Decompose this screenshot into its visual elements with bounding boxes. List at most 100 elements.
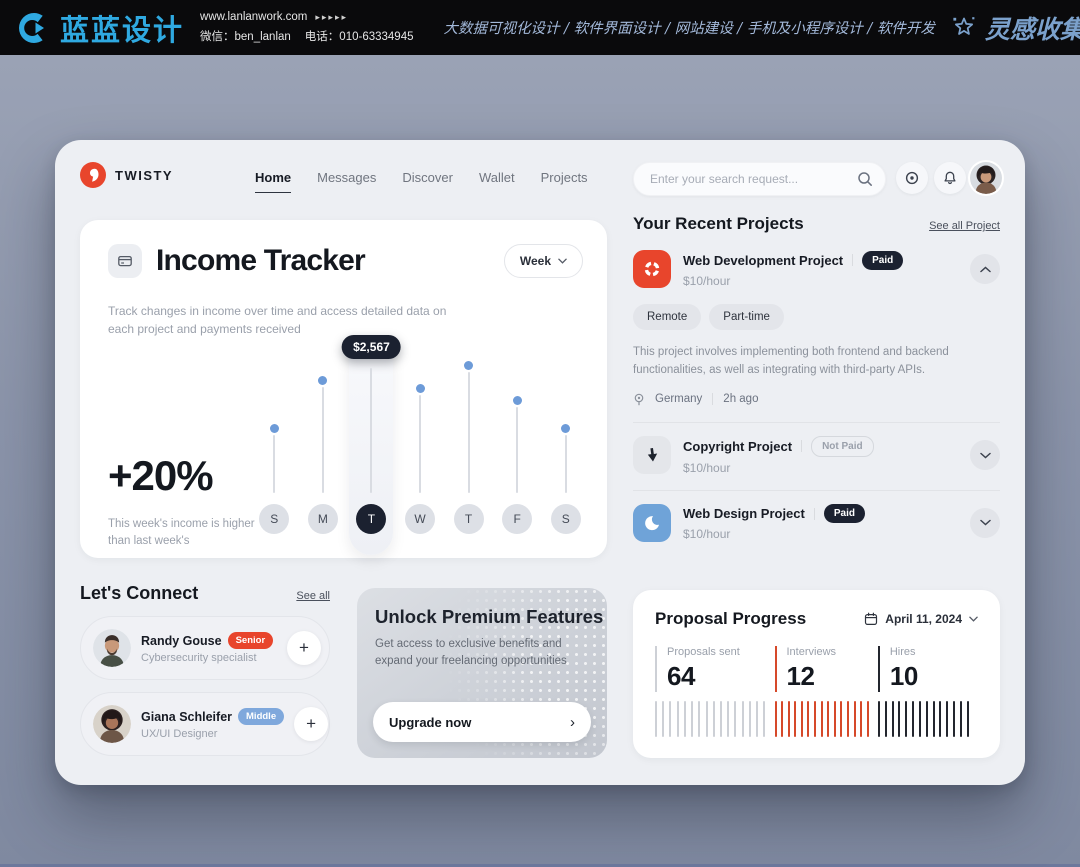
person-role: UX/UI Designer (141, 728, 218, 740)
chart-dot (561, 424, 571, 433)
row-divider (633, 421, 1000, 423)
status-badge: Not Paid (811, 435, 874, 457)
search-icon (857, 171, 873, 187)
banner-arrows: ▸▸▸▸▸ (315, 11, 348, 22)
calendar-icon (864, 612, 878, 626)
banner-contact: www.lanlanwork.com ▸▸▸▸▸ 微信：ben_lanlan 电话：… (200, 8, 427, 47)
main-nav: Home Messages Discover Wallet Projects (255, 170, 588, 193)
project-tags: Remote Part-time (633, 304, 1000, 330)
chart-dot (318, 376, 328, 385)
app-logo: TWISTY (80, 162, 173, 188)
twisty-logo-icon (80, 162, 106, 188)
chevron-down-icon (558, 258, 567, 264)
income-tracker-card: Income Tracker Week Track changes in inc… (80, 220, 607, 558)
status-badge: Paid (862, 250, 904, 270)
divider (852, 254, 854, 266)
inspiration-collection: 灵感收集 (951, 10, 1080, 46)
sparkle-star-icon (951, 15, 977, 41)
upgrade-now-button[interactable]: Upgrade now › (373, 702, 591, 742)
tick-segment (877, 701, 978, 737)
premium-title: Unlock Premium Features (375, 606, 604, 627)
collapse-project-button[interactable] (970, 254, 1000, 284)
nav-projects[interactable]: Projects (540, 170, 588, 185)
see-all-connections-link[interactable]: See all (296, 590, 330, 602)
day-label[interactable]: M (307, 504, 338, 534)
search-bar[interactable] (633, 162, 886, 196)
nav-messages[interactable]: Messages (317, 170, 377, 185)
lanlan-logo-icon (16, 10, 52, 46)
settings-target-icon (904, 170, 920, 186)
project-description: This project involves implementing both … (633, 346, 949, 376)
project-rate: $10/hour (683, 460, 731, 475)
stat-interviews: Interviews 12 (774, 646, 878, 692)
weekly-change-note: This week's income is higher than last w… (108, 518, 255, 548)
project-name: Copyright Project (683, 438, 793, 454)
period-value: Week (519, 254, 551, 268)
tag-remote: Remote (633, 304, 702, 330)
day-label[interactable]: W (405, 504, 436, 534)
person-avatar (93, 705, 131, 743)
day-label[interactable]: S (550, 504, 581, 534)
person-role: Cybersecurity specialist (141, 652, 257, 664)
proposal-progress-card: Proposal Progress April 11, 2024 Proposa… (633, 590, 1000, 758)
chart-column: W (396, 304, 445, 534)
add-connection-button[interactable]: + (294, 707, 329, 741)
stat-label: Interviews (786, 646, 837, 658)
project-posted-time: 2h ago (723, 393, 759, 406)
day-label-selected[interactable]: T (356, 504, 387, 534)
recent-projects-list: Web Development Project Paid $10/hour Re… (633, 250, 1000, 555)
stat-value: 64 (667, 661, 695, 691)
plus-icon: + (299, 638, 309, 657)
level-badge: Middle (238, 708, 285, 725)
project-row-copyright: Copyright Project Not Paid $10/hour (633, 423, 1000, 488)
chart-dot (415, 384, 425, 393)
search-input[interactable] (650, 172, 857, 186)
add-connection-button[interactable]: + (287, 631, 321, 665)
banner-services: 大数据可视化设计 / 软件界面设计 / 网站建设 / 手机及小程序设计 / 软件… (443, 21, 935, 37)
stat-label: Hires (889, 646, 916, 658)
income-card-icon-box (108, 244, 142, 278)
banner-phone: 电话：010-63334945 (304, 30, 414, 43)
user-avatar[interactable] (970, 162, 1002, 194)
expand-project-button[interactable] (970, 440, 1000, 471)
status-badge: Paid (823, 504, 865, 524)
page-background: TWISTY Home Messages Discover Wallet Pro… (0, 55, 1080, 867)
day-label[interactable]: S (259, 504, 290, 534)
chevron-down-icon (979, 519, 991, 526)
nav-discover[interactable]: Discover (402, 170, 453, 185)
chevron-down-icon (969, 616, 978, 622)
day-label[interactable]: F (502, 504, 533, 534)
project-name: Web Design Project (683, 506, 805, 522)
proposal-ticks-chart (655, 701, 978, 737)
divider (801, 440, 803, 453)
notifications-button[interactable] (934, 162, 966, 194)
chart-dot (512, 396, 522, 405)
lanlan-logo: 蓝蓝设计 (16, 7, 184, 49)
project-rate: $10/hour (683, 273, 731, 288)
day-label[interactable]: T (453, 504, 484, 534)
stat-hires: Hires 10 (877, 646, 978, 692)
payment-card-icon (117, 253, 133, 269)
nav-wallet[interactable]: Wallet (478, 170, 515, 185)
nav-home[interactable]: Home (255, 170, 292, 193)
chevron-down-icon (979, 452, 991, 459)
project-rate: $10/hour (683, 527, 731, 542)
chart-column: F (493, 304, 542, 534)
expand-project-button[interactable] (970, 507, 1000, 538)
settings-button[interactable] (896, 162, 928, 194)
project-row-web-design: Web Design Project Paid $10/hour (633, 491, 1000, 555)
chart-column: T (444, 304, 493, 534)
tag-part-time: Part-time (709, 304, 784, 330)
app-brand-text: TWISTY (115, 167, 174, 183)
tick-segment (774, 701, 878, 737)
dashboard-card: TWISTY Home Messages Discover Wallet Pro… (55, 140, 1025, 785)
person-card-giana: Giana Schleifer Middle UX/UI Designer + (80, 692, 330, 756)
date-dropdown[interactable]: April 11, 2024 (864, 612, 978, 626)
row-divider (633, 489, 1000, 491)
premium-promo-card: Unlock Premium Features Get access to ex… (357, 588, 607, 758)
bottom-accent-line (0, 864, 1080, 867)
see-all-projects-link[interactable]: See all Project (929, 220, 1000, 232)
income-tracker-subtitle: Track changes in income over time and ac… (108, 304, 447, 336)
person-card-randy: Randy Gouse Senior Cybersecurity special… (80, 616, 330, 680)
period-dropdown[interactable]: Week (503, 244, 583, 278)
